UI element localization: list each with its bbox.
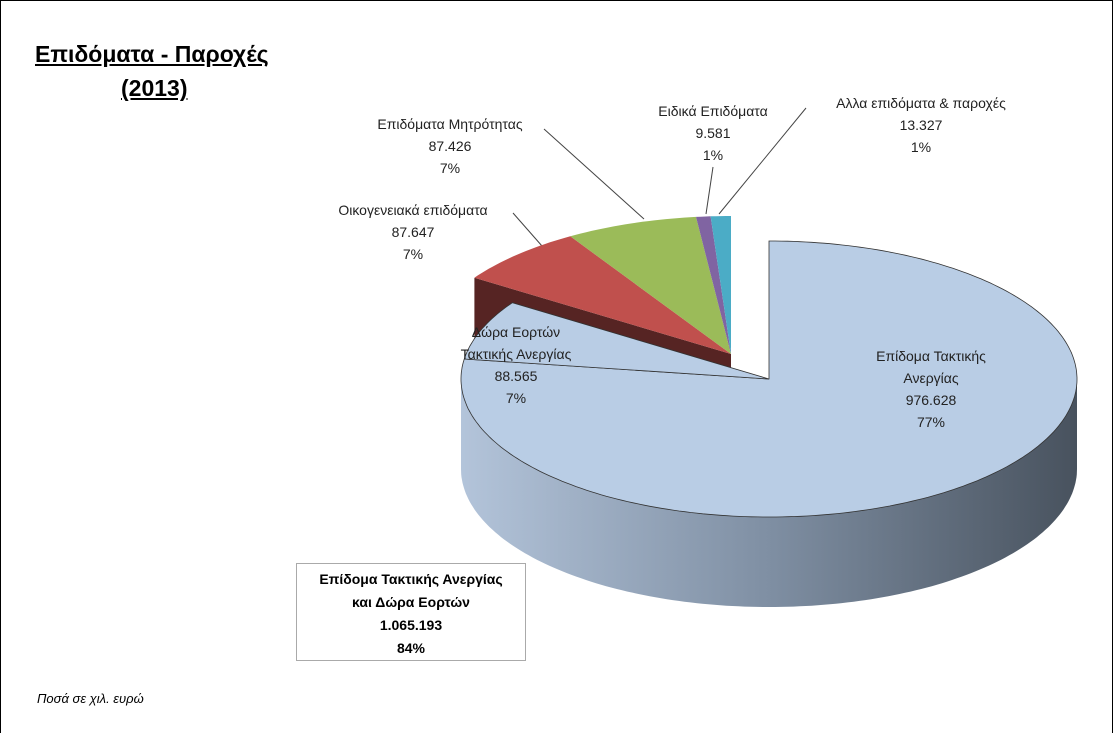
slice-name: Ειδικά Επιδόματα xyxy=(658,103,768,119)
slice xyxy=(474,236,731,354)
slice-side xyxy=(461,379,1077,607)
slice-name: Αλλα επιδόματα & παροχές xyxy=(836,95,1006,111)
slice-name: Επιδόματα Μητρότητας xyxy=(377,116,523,132)
value-label: 9.581 xyxy=(695,125,731,141)
slice-label: Αλλα επιδόματα & παροχές 13.327 1% xyxy=(791,92,1051,158)
chart-subtitle: (2013) xyxy=(121,75,188,101)
percent-label: 7% xyxy=(402,246,424,262)
slice-name: Δώρα Εορτών Τακτικής Ανεργίας xyxy=(460,324,572,362)
annotation-box: Επίδομα Τακτικής Ανεργίας και Δώρα Εορτώ… xyxy=(296,563,526,661)
percent-label: 1% xyxy=(910,139,932,155)
percent-label: 1% xyxy=(702,147,724,163)
leaders xyxy=(512,107,807,247)
annotation-text: Επίδομα Τακτικής Ανεργίας και Δώρα Εορτώ… xyxy=(319,571,503,610)
slice xyxy=(696,216,731,354)
slice xyxy=(710,216,731,354)
value-label: 87.426 xyxy=(428,138,472,154)
percent-label: 7% xyxy=(439,160,461,176)
percent-label: 7% xyxy=(505,390,527,406)
slice-label: Επιδόματα Μητρότητας 87.426 7% xyxy=(320,113,580,179)
slice-name: Επίδομα Τακτικής Ανεργίας xyxy=(876,348,986,386)
chart-title: Επιδόματα - Παροχές xyxy=(35,41,269,67)
slice xyxy=(570,216,731,354)
slice-label: Ειδικά Επιδόματα 9.581 1% xyxy=(613,100,813,166)
slice-tops xyxy=(460,216,1078,518)
percent-label: 77% xyxy=(916,414,946,430)
annotation-percent: 84% xyxy=(396,640,426,656)
value-label: 87.647 xyxy=(391,224,435,240)
slice-label: Οικογενειακά επιδόματα 87.647 7% xyxy=(283,199,543,265)
value-label: 88.565 xyxy=(494,368,538,384)
slice-label: Επίδομα Τακτικής Ανεργίας 976.628 77% xyxy=(856,345,1006,433)
value-label: 976.628 xyxy=(905,392,957,408)
value-label: 13.327 xyxy=(899,117,943,133)
annotation-value: 1.065.193 xyxy=(379,617,443,633)
slice-name: Οικογενειακά επιδόματα xyxy=(338,202,488,218)
slice xyxy=(463,302,770,380)
slice-label: Δώρα Εορτών Τακτικής Ανεργίας 88.565 7% xyxy=(446,321,586,409)
note: Ποσά σε χιλ. ευρώ xyxy=(37,691,144,706)
